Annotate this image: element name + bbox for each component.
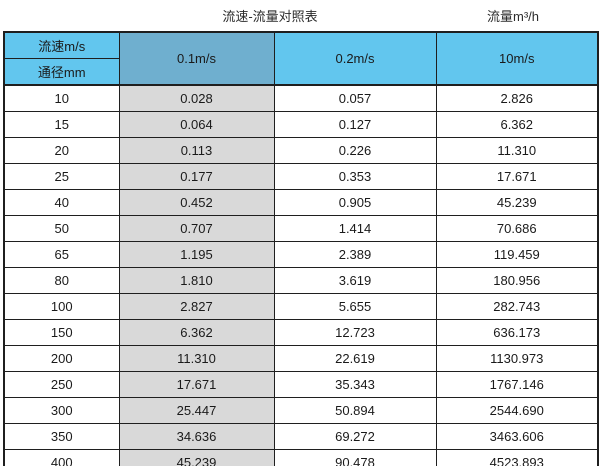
flow-value-0.2ms-cell: 5.655	[273, 293, 437, 320]
flow-value-0.1ms-cell: 1.195	[118, 241, 275, 268]
table-row: 350 34.636 69.272 3463.606	[3, 423, 599, 450]
header-column-10ms: 10m/s	[435, 31, 599, 86]
flow-value-0.1ms-cell: 0.113	[118, 137, 275, 164]
flow-value-0.1ms-cell: 34.636	[118, 423, 275, 450]
table-row: 300 25.447 50.894 2544.690	[3, 397, 599, 424]
header-flow-velocity-label: 流速m/s	[3, 31, 120, 59]
flow-value-10ms-cell: 2.826	[435, 84, 599, 112]
flow-value-0.2ms-cell: 0.127	[273, 111, 437, 138]
diameter-cell: 400	[3, 449, 120, 466]
table-row: 20 0.113 0.226 11.310	[3, 137, 599, 164]
flow-value-10ms-cell: 11.310	[435, 137, 599, 164]
flow-value-0.2ms-cell: 69.272	[273, 423, 437, 450]
flow-value-0.2ms-cell: 50.894	[273, 397, 437, 424]
diameter-cell: 20	[3, 137, 120, 164]
diameter-cell: 10	[3, 84, 120, 112]
flow-value-0.1ms-cell: 25.447	[118, 397, 275, 424]
flow-value-0.1ms-cell: 0.177	[118, 163, 275, 190]
header-column-0.2ms: 0.2m/s	[273, 31, 437, 86]
table-row: 25 0.177 0.353 17.671	[3, 163, 599, 190]
table-row: 40 0.452 0.905 45.239	[3, 189, 599, 216]
table-header: 流速m/s 0.1m/s 0.2m/s 10m/s 通径mm	[3, 31, 599, 86]
flow-value-10ms-cell: 17.671	[435, 163, 599, 190]
table-row: 15 0.064 0.127 6.362	[3, 111, 599, 138]
flow-value-0.2ms-cell: 22.619	[273, 345, 437, 372]
flow-value-10ms-cell: 3463.606	[435, 423, 599, 450]
diameter-cell: 150	[3, 319, 120, 346]
flow-value-0.1ms-cell: 0.064	[118, 111, 275, 138]
table-title: 流速-流量对照表	[222, 9, 318, 24]
flow-value-0.1ms-cell: 45.239	[118, 449, 275, 466]
diameter-cell: 250	[3, 371, 120, 398]
flow-value-0.2ms-cell: 0.905	[273, 189, 437, 216]
flow-value-0.2ms-cell: 0.353	[273, 163, 437, 190]
table-row: 10 0.028 0.057 2.826	[3, 84, 599, 112]
flow-value-0.2ms-cell: 35.343	[273, 371, 437, 398]
flow-unit-label: 流量m³/h	[486, 9, 540, 24]
title-bar: 流速-流量对照表 流量m³/h	[0, 4, 600, 26]
diameter-cell: 100	[3, 293, 120, 320]
flow-value-0.1ms-cell: 0.452	[118, 189, 275, 216]
header-column-0.1ms: 0.1m/s	[118, 31, 275, 86]
table-body: 10 0.028 0.057 2.826 15 0.064 0.127 6.362 20 0.11…	[3, 84, 599, 466]
flow-value-10ms-cell: 636.173	[435, 319, 599, 346]
header-diameter-label: 通径mm	[3, 57, 120, 86]
table-row: 150 6.362 12.723 636.173	[3, 319, 599, 346]
table-row: 400 45.239 90.478 4523.893	[3, 449, 599, 466]
table-row: 100 2.827 5.655 282.743	[3, 293, 599, 320]
flow-value-0.2ms-cell: 0.226	[273, 137, 437, 164]
diameter-cell: 40	[3, 189, 120, 216]
flow-value-10ms-cell: 4523.893	[435, 449, 599, 466]
flow-value-10ms-cell: 119.459	[435, 241, 599, 268]
table-row: 80 1.810 3.619 180.956	[3, 267, 599, 294]
flow-value-0.1ms-cell: 11.310	[118, 345, 275, 372]
diameter-cell: 200	[3, 345, 120, 372]
flow-value-0.1ms-cell: 17.671	[118, 371, 275, 398]
diameter-cell: 65	[3, 241, 120, 268]
diameter-cell: 15	[3, 111, 120, 138]
flow-value-10ms-cell: 1767.146	[435, 371, 599, 398]
diameter-cell: 50	[3, 215, 120, 242]
flow-value-10ms-cell: 2544.690	[435, 397, 599, 424]
flow-value-0.2ms-cell: 2.389	[273, 241, 437, 268]
table-row: 50 0.707 1.414 70.686	[3, 215, 599, 242]
flow-value-10ms-cell: 70.686	[435, 215, 599, 242]
flow-value-0.2ms-cell: 12.723	[273, 319, 437, 346]
flow-value-0.2ms-cell: 0.057	[273, 84, 437, 112]
table-row: 200 11.310 22.619 1130.973	[3, 345, 599, 372]
flow-value-0.1ms-cell: 0.707	[118, 215, 275, 242]
diameter-cell: 300	[3, 397, 120, 424]
flow-value-10ms-cell: 180.956	[435, 267, 599, 294]
flow-value-10ms-cell: 45.239	[435, 189, 599, 216]
flow-value-0.2ms-cell: 90.478	[273, 449, 437, 466]
flow-value-0.1ms-cell: 1.810	[118, 267, 275, 294]
flow-value-0.1ms-cell: 0.028	[118, 84, 275, 112]
diameter-cell: 350	[3, 423, 120, 450]
table-row: 250 17.671 35.343 1767.146	[3, 371, 599, 398]
flow-table: 流速m/s 0.1m/s 0.2m/s 10m/s 通径mm 10 0.028 0.…	[3, 31, 599, 466]
flow-value-0.1ms-cell: 2.827	[118, 293, 275, 320]
flow-value-10ms-cell: 1130.973	[435, 345, 599, 372]
diameter-cell: 25	[3, 163, 120, 190]
diameter-cell: 80	[3, 267, 120, 294]
flow-value-10ms-cell: 6.362	[435, 111, 599, 138]
flow-value-10ms-cell: 282.743	[435, 293, 599, 320]
flow-value-0.2ms-cell: 1.414	[273, 215, 437, 242]
table-row: 65 1.195 2.389 119.459	[3, 241, 599, 268]
flow-value-0.2ms-cell: 3.619	[273, 267, 437, 294]
flow-value-0.1ms-cell: 6.362	[118, 319, 275, 346]
